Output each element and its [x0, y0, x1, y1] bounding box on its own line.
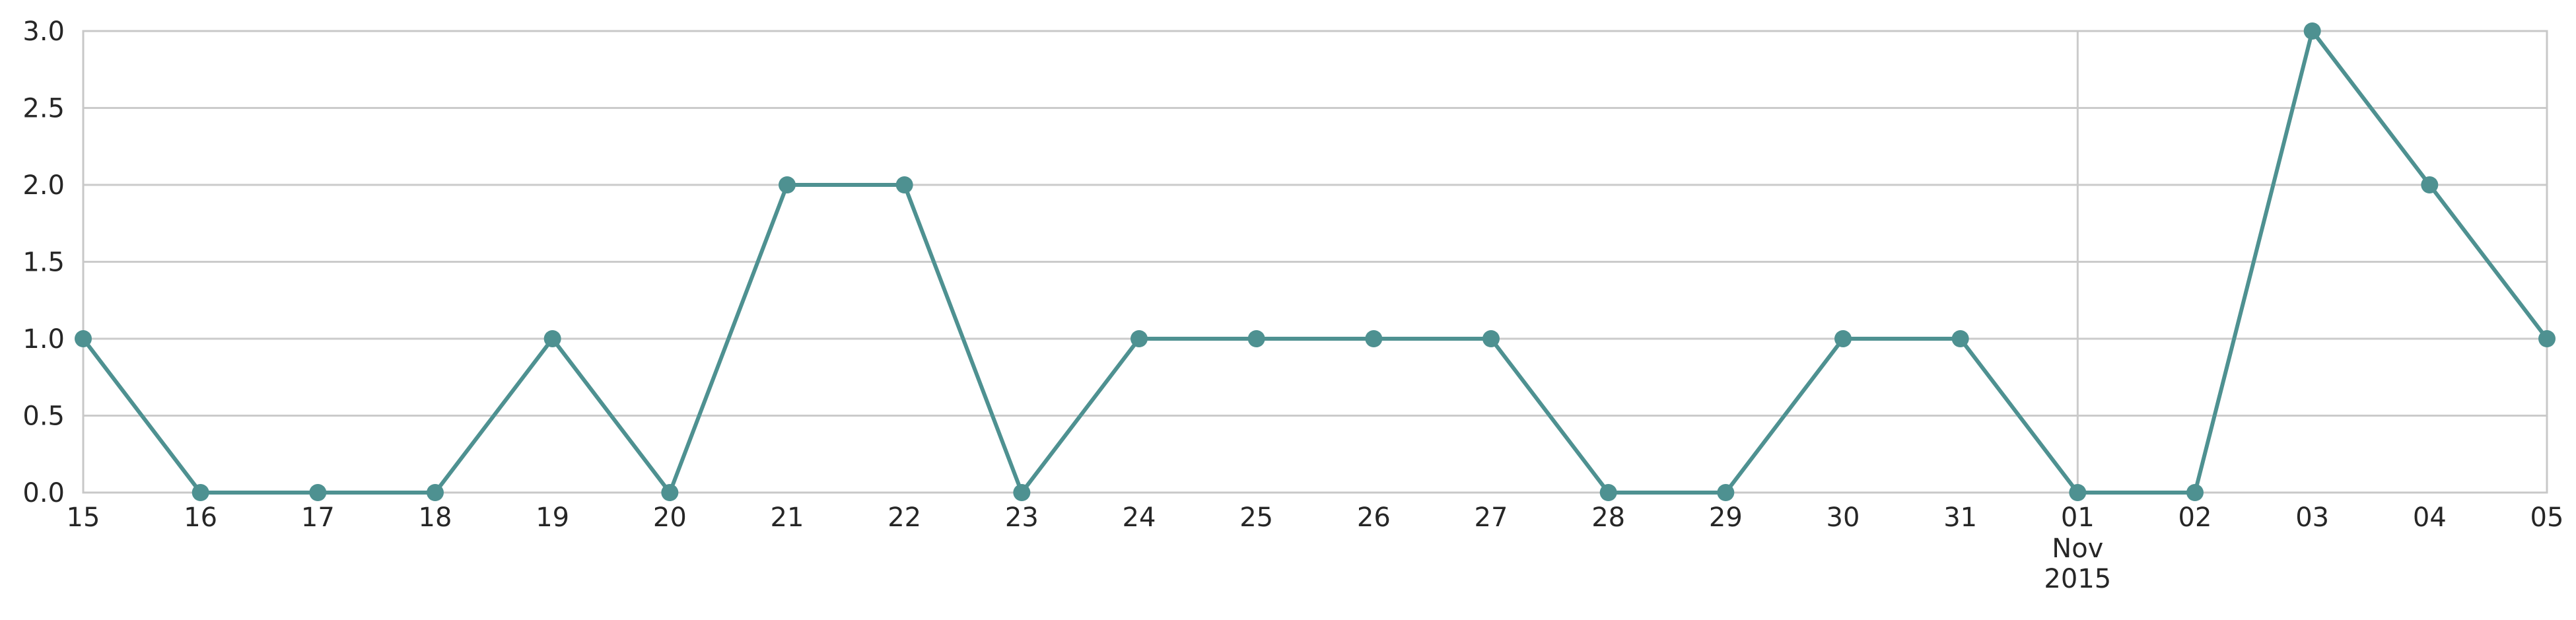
data-point: [1365, 330, 1383, 347]
data-point: [1717, 484, 1735, 501]
x-tick-label: 04: [2413, 502, 2447, 533]
data-point: [2538, 330, 2556, 347]
x-tick-label: 01: [2061, 502, 2095, 533]
x-tick-label: 19: [536, 502, 569, 533]
x-tick-label: 15: [67, 502, 100, 533]
x-tick-label: 30: [1827, 502, 1860, 533]
plot-frame: [82, 30, 2548, 494]
x-tick-label: 02: [2178, 502, 2212, 533]
x-tick-label: 27: [1475, 502, 1508, 533]
data-point: [2421, 176, 2439, 193]
x-tick-label: 03: [2295, 502, 2329, 533]
grid: [83, 30, 2547, 494]
x-tick-label: 23: [1005, 502, 1039, 533]
x-tick-label: 28: [1591, 502, 1625, 533]
y-tick-label: 1.0: [22, 324, 65, 355]
data-point: [779, 176, 796, 193]
data-point: [2186, 484, 2204, 501]
y-tick-label: 0.5: [22, 401, 65, 432]
data-point: [75, 330, 92, 347]
data-point: [2303, 22, 2321, 40]
x-tick-label: 25: [1239, 502, 1273, 533]
data-point: [427, 484, 444, 501]
series-line: [81, 29, 2549, 495]
x-tick-label: 18: [419, 502, 452, 533]
y-tick-label: 2.5: [22, 94, 65, 124]
y-tick-label: 1.5: [22, 248, 65, 278]
y-tick-label: 2.0: [22, 170, 65, 201]
data-point: [1599, 484, 1617, 501]
x-axis-tick-labels: 15 16 17 18 19 20 21 22 23 24 25 26 27 28 29 30 31 01Nov2…: [67, 502, 2564, 594]
x-tick-label: 26: [1357, 502, 1391, 533]
x-tick-year-label: 2015: [2044, 564, 2111, 594]
x-tick-label: 31: [1943, 502, 1977, 533]
data-point: [1951, 330, 1969, 347]
y-tick-label: 0.0: [22, 478, 65, 508]
series-group: [75, 22, 2556, 501]
data-point: [191, 484, 209, 501]
x-tick-label: 17: [301, 502, 335, 533]
data-point: [543, 330, 561, 347]
x-tick-label: 20: [653, 502, 687, 533]
data-point: [309, 484, 327, 501]
data-point: [1013, 484, 1031, 501]
data-point: [895, 176, 913, 193]
data-point: [1482, 330, 1500, 347]
x-tick-label: 22: [888, 502, 921, 533]
x-tick-label: 05: [2530, 502, 2564, 533]
data-point: [2069, 484, 2087, 501]
y-axis-tick-labels: 0.0 0.5 1.0 1.5 2.0 2.5 3.0: [22, 17, 65, 508]
x-tick-label: 16: [184, 502, 217, 533]
y-tick-label: 3.0: [22, 17, 65, 47]
data-point: [1131, 330, 1148, 347]
data-point: [1834, 330, 1852, 347]
data-point: [661, 484, 679, 501]
x-tick-month-label: Nov: [2052, 534, 2103, 564]
x-tick-label: 21: [771, 502, 804, 533]
data-point: [1247, 330, 1265, 347]
x-tick-label: 24: [1123, 502, 1156, 533]
x-tick-label: 29: [1709, 502, 1743, 533]
